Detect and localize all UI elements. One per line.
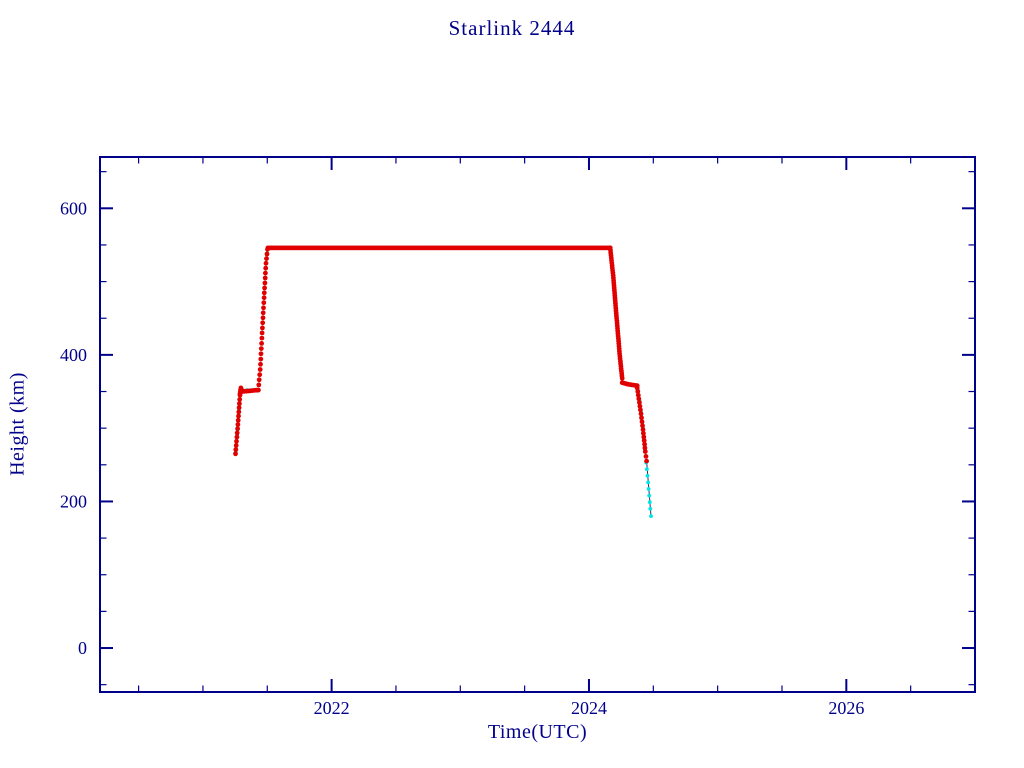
y-axis-label: Height (km) [6,372,29,476]
y-tick-label: 600 [60,198,87,218]
series-tle-points-cyan [233,248,653,518]
plot-frame [99,156,976,693]
y-tick-label: 200 [60,491,87,511]
x-tick-label: 2024 [571,698,607,718]
x-tick-label: 2022 [314,698,350,718]
y-tick-label: 0 [78,638,87,658]
chart-title: Starlink 2444 [448,16,576,40]
x-axis-label: Time(UTC) [487,721,588,743]
y-tick-label: 400 [60,345,87,365]
y-axis-ticks [100,171,975,686]
x-tick-label: 2026 [828,698,864,718]
series-height-points-red [233,245,649,464]
x-axis-ticks [138,157,912,692]
